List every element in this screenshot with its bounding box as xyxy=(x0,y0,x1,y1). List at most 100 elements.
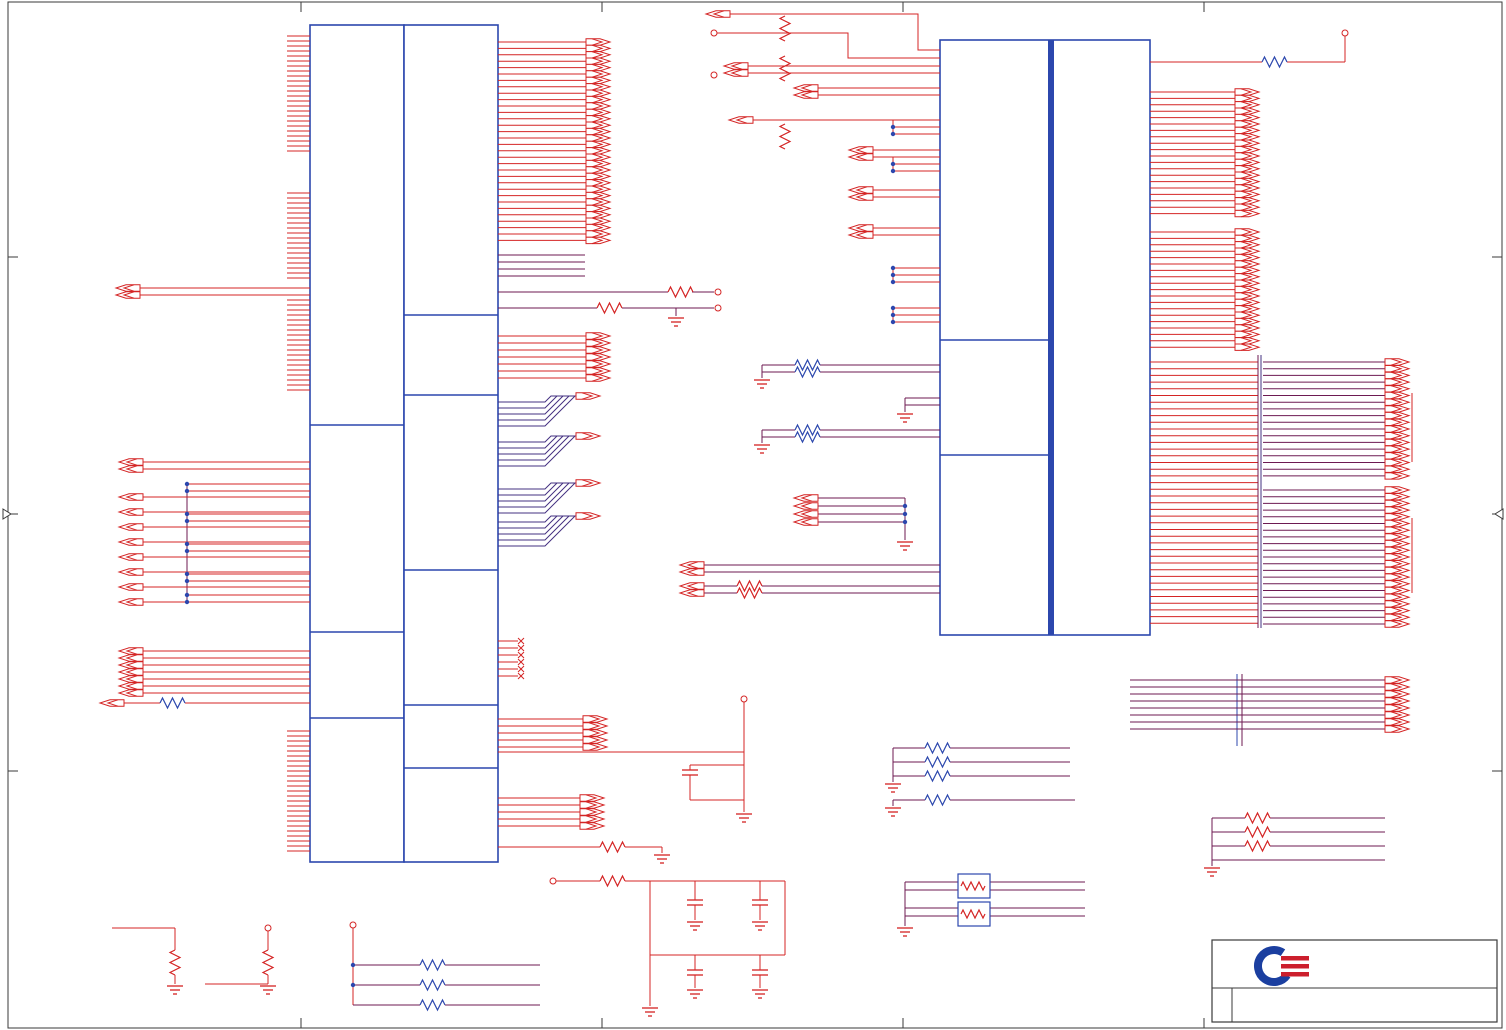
connector-arrow-icon xyxy=(1390,683,1403,691)
connector-arrow-icon xyxy=(1390,560,1403,568)
no-connect-x xyxy=(517,658,525,666)
connector-arrow-icon xyxy=(591,217,604,225)
connector-arrow-icon xyxy=(585,38,612,46)
connector-arrow-icon xyxy=(585,51,612,59)
junction-dot xyxy=(350,982,356,988)
connector-arrow-icon xyxy=(585,166,612,174)
connector-arrow-icon xyxy=(591,95,604,104)
resistor xyxy=(924,755,951,769)
resistor xyxy=(778,15,792,42)
connector-arrow-icon xyxy=(1390,472,1403,480)
junction-dot xyxy=(902,511,908,517)
connector-arrow-icon xyxy=(575,392,602,400)
resistor xyxy=(778,123,792,150)
connector-arrow-icon xyxy=(1240,184,1253,192)
connector-arrow-icon xyxy=(591,140,604,149)
no-connect-x xyxy=(517,672,525,680)
connector-arrow-icon xyxy=(1240,260,1253,268)
no-connect-x xyxy=(517,665,525,673)
connector-arrow-icon xyxy=(585,185,612,193)
connector-arrow-icon xyxy=(1240,120,1253,128)
connector-arrow-icon xyxy=(125,654,138,662)
connector-arrow-icon xyxy=(1384,513,1411,521)
connector-arrow-icon xyxy=(581,512,594,520)
connector-arrow-icon xyxy=(114,284,141,292)
connector-arrow-icon xyxy=(585,140,612,149)
connector-arrow-icon xyxy=(1384,533,1411,541)
connector-arrow-icon xyxy=(591,198,604,206)
connector-arrow-icon xyxy=(591,38,604,46)
connector-arrow-icon xyxy=(591,332,604,340)
connector-arrow-icon xyxy=(1240,343,1253,351)
connector-arrow-icon xyxy=(122,284,135,292)
connector-arrow-icon xyxy=(585,822,598,830)
company-logo-icon xyxy=(1281,972,1309,977)
connector-arrow-icon xyxy=(847,231,874,239)
connector-arrow-icon xyxy=(1384,506,1411,514)
connector-arrow-icon xyxy=(1234,120,1261,128)
junction-dot xyxy=(890,305,896,311)
connector-arrow-icon xyxy=(1390,573,1403,581)
connector-arrow-icon xyxy=(1390,718,1403,726)
resistor-pack-element xyxy=(960,908,986,920)
connector-arrow-icon xyxy=(579,808,606,816)
connector-arrow-icon xyxy=(847,224,874,232)
company-logo-icon xyxy=(1281,964,1309,969)
resistor xyxy=(419,958,446,972)
ic-internal-bus-bar xyxy=(1048,40,1054,635)
connector-arrow-icon xyxy=(800,494,813,502)
connector-arrow-icon xyxy=(581,479,594,487)
connector-arrow-icon xyxy=(117,675,144,683)
connector-arrow-icon xyxy=(1390,613,1403,621)
connector-arrow-icon xyxy=(686,582,699,590)
junction-dot xyxy=(184,592,190,598)
connector-arrow-icon xyxy=(735,116,748,124)
connector-arrow-icon xyxy=(1240,145,1253,154)
connector-arrow-icon xyxy=(1240,88,1253,96)
connector-arrow-icon xyxy=(585,89,612,97)
resistor xyxy=(419,998,446,1012)
connector-arrow-icon xyxy=(585,44,612,53)
connector-arrow-icon xyxy=(1240,305,1253,313)
connector-arrow-icon xyxy=(1390,566,1403,575)
connector-arrow-icon xyxy=(585,815,598,823)
connector-arrow-icon xyxy=(1240,317,1253,326)
connector-arrow-icon xyxy=(678,589,705,597)
company-logo-icon xyxy=(1281,956,1309,961)
connector-arrow-icon xyxy=(585,339,612,347)
no-connect-x xyxy=(517,637,525,645)
connector-arrow-icon xyxy=(1234,279,1261,287)
connector-arrow-icon xyxy=(1390,438,1403,447)
connector-arrow-icon xyxy=(1384,683,1411,691)
no-connect-x xyxy=(517,644,525,652)
connector-arrow-icon xyxy=(591,374,604,382)
connector-arrow-icon xyxy=(1240,273,1253,281)
connector-arrow-icon xyxy=(1234,203,1261,211)
connector-arrow-icon xyxy=(1240,177,1253,186)
resistor xyxy=(924,741,951,755)
connector-arrow-icon xyxy=(585,179,612,187)
sheet-mid-marker xyxy=(1494,508,1504,520)
connector-arrow-icon xyxy=(792,494,819,502)
connector-arrow-icon xyxy=(1390,499,1403,508)
connector-arrow-icon xyxy=(704,10,731,18)
connector-arrow-icon xyxy=(1384,425,1411,433)
connector-arrow-icon xyxy=(1234,247,1261,255)
connector-arrow-icon xyxy=(588,743,601,751)
connector-arrow-icon xyxy=(1384,606,1411,615)
connector-arrow-icon xyxy=(855,193,868,201)
connector-arrow-icon xyxy=(1384,486,1411,494)
connector-arrow-icon xyxy=(847,146,874,154)
resistor xyxy=(159,696,186,710)
bus-rip-wire xyxy=(498,395,576,421)
connector-arrow-icon xyxy=(792,91,819,99)
connector-arrow-icon xyxy=(1384,690,1411,698)
connector-arrow-icon xyxy=(125,583,138,591)
connector-arrow-icon xyxy=(1390,620,1403,628)
connector-arrow-icon xyxy=(1240,253,1253,262)
connector-arrow-icon xyxy=(591,89,604,97)
connector-arrow-icon xyxy=(1234,197,1261,205)
junction-dot xyxy=(184,481,190,487)
connector-arrow-icon xyxy=(1390,690,1403,698)
terminal-circle xyxy=(1341,29,1349,37)
